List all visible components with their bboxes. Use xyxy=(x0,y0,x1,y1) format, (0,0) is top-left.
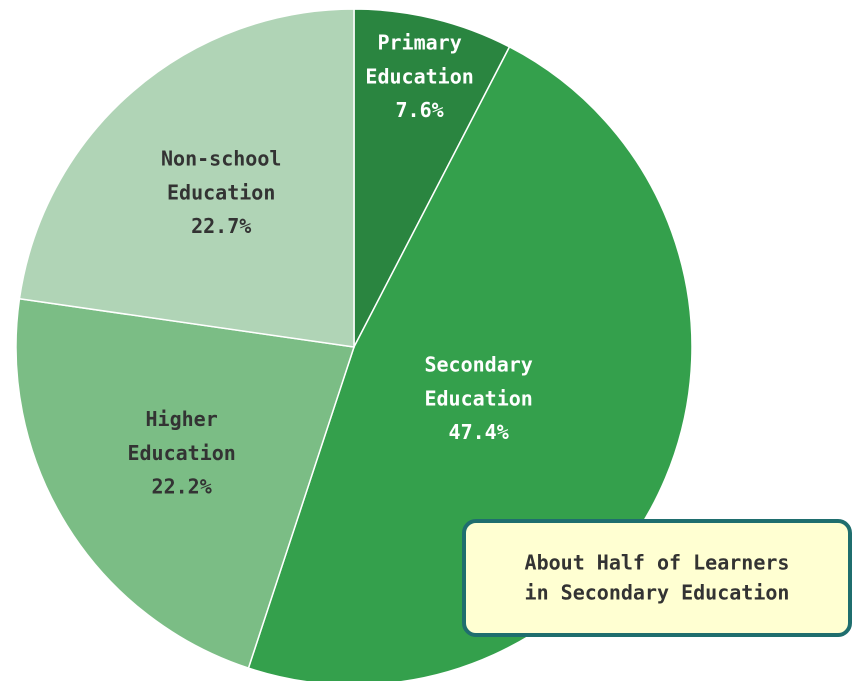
value-label: 22.2% xyxy=(152,474,212,498)
value-label: 22.7% xyxy=(191,214,251,238)
value-label: 47.4% xyxy=(449,420,509,444)
slice-label: Primary Education xyxy=(365,30,473,88)
pie-slice xyxy=(18,8,355,348)
pie-slice xyxy=(15,297,355,670)
annotation-box xyxy=(462,519,852,637)
value-label: 7.6% xyxy=(396,98,444,122)
slice-label: Secondary Education xyxy=(424,352,532,410)
slice-label: Non-school Education xyxy=(161,146,281,204)
pie-slice xyxy=(353,8,511,348)
slice-label: Higher Education xyxy=(127,406,235,464)
annotation-text: About Half of Learners xyxy=(525,551,790,575)
annotation-text: in Secondary Education xyxy=(525,581,790,605)
